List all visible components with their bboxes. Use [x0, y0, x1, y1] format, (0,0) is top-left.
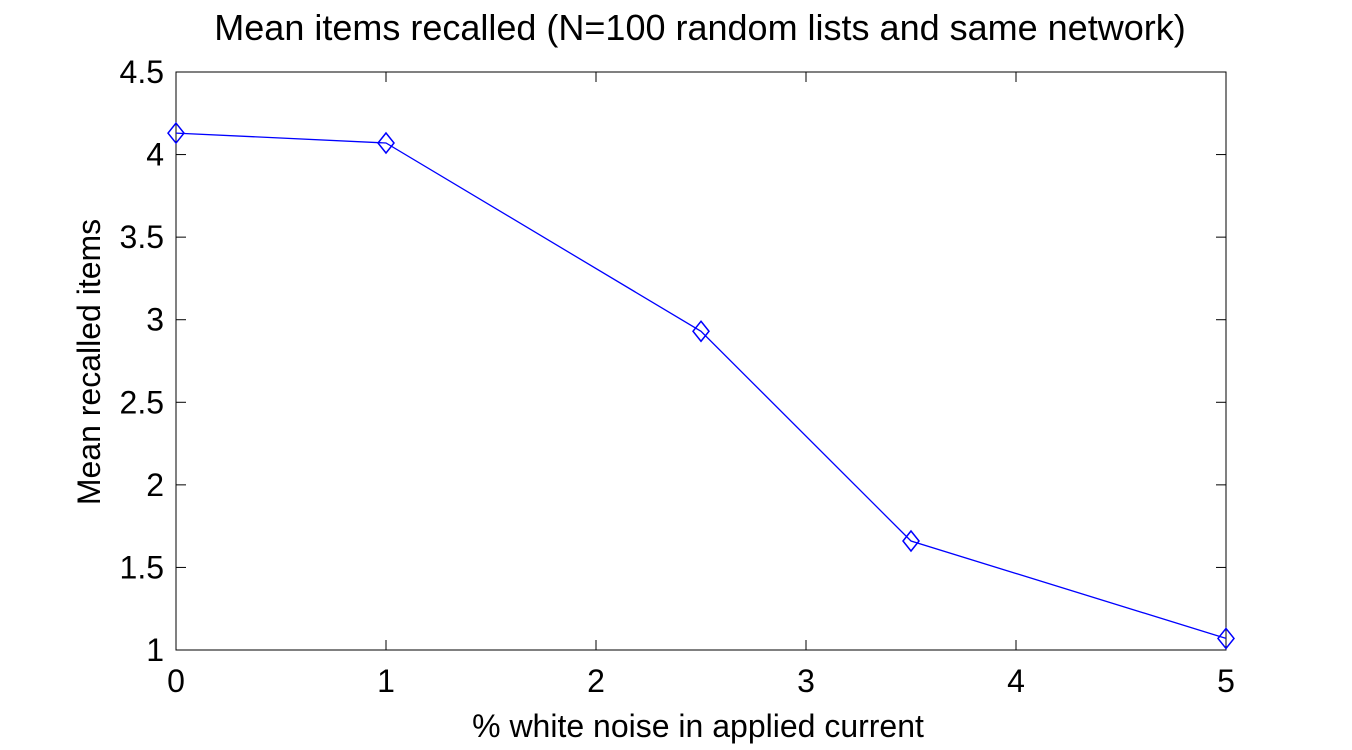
y-tick-label: 2.5	[120, 384, 164, 420]
x-tick-label: 0	[167, 663, 185, 699]
x-axis-ticks: 0 1 2 3 4 5	[167, 72, 1235, 699]
y-tick-label: 3	[146, 302, 164, 338]
data-point-diamond-icon	[692, 320, 710, 343]
x-tick-label: 2	[587, 663, 605, 699]
x-tick-label: 1	[377, 663, 395, 699]
data-point-diamond-icon	[377, 131, 395, 155]
y-tick-label: 2	[146, 467, 164, 503]
x-axis-label: % white noise in applied current	[472, 708, 924, 744]
y-tick-label: 1	[146, 632, 164, 668]
series-line	[175, 132, 1227, 640]
y-axis-label: Mean recalled items	[71, 219, 107, 505]
y-tick-label: 4.5	[120, 54, 164, 90]
x-tick-label: 3	[797, 663, 815, 699]
data-point-diamond-icon	[167, 121, 185, 145]
x-tick-label: 4	[1007, 663, 1025, 699]
y-axis-ticks: 1 1.5 2 2.5 3 3.5 4 4.5	[120, 54, 1226, 668]
y-tick-label: 1.5	[120, 549, 164, 585]
data-point-diamond-icon	[902, 529, 920, 553]
series-layer	[167, 121, 1235, 650]
data-point-diamond-icon	[1217, 627, 1235, 650]
y-tick-label: 4	[146, 137, 164, 173]
chart-title: Mean items recalled (N=100 random lists …	[214, 7, 1185, 48]
x-tick-label: 5	[1217, 663, 1235, 699]
plot-frame	[175, 71, 1227, 651]
y-tick-label: 3.5	[120, 219, 164, 255]
